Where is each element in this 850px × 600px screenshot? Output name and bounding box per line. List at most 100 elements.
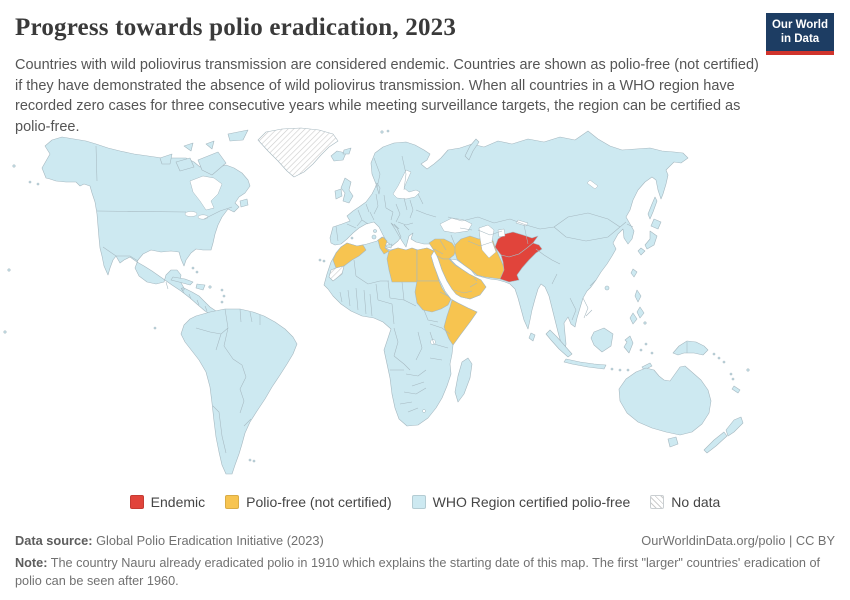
region-western-sahara[interactable] xyxy=(328,265,345,282)
caribbean-island[interactable] xyxy=(220,288,224,292)
region-sumatra[interactable] xyxy=(545,329,573,358)
pacific-island[interactable] xyxy=(12,164,16,168)
mediterranean-island[interactable] xyxy=(350,236,354,240)
maluku-island[interactable] xyxy=(650,351,654,355)
arctic-island[interactable] xyxy=(175,157,195,172)
region-new-zealand-north[interactable] xyxy=(725,416,744,437)
caribbean-island[interactable] xyxy=(208,285,212,289)
region-south-america[interactable] xyxy=(180,308,298,475)
region-new-zealand-south[interactable] xyxy=(703,431,728,454)
pacific-island[interactable] xyxy=(28,180,32,184)
lake-victoria xyxy=(430,339,436,345)
pacific-island[interactable] xyxy=(36,182,40,186)
vanuatu-island[interactable] xyxy=(729,372,733,376)
region-new-guinea[interactable] xyxy=(672,340,709,356)
svalbard[interactable] xyxy=(386,129,390,133)
arctic-island[interactable] xyxy=(227,129,249,142)
owid-logo[interactable]: Our World in Data xyxy=(766,13,834,55)
falkland-island[interactable] xyxy=(248,458,252,462)
legend-swatch-endemic xyxy=(129,495,144,509)
lesser-sunda[interactable] xyxy=(626,368,630,372)
arctic-island[interactable] xyxy=(159,153,173,165)
lesser-sunda[interactable] xyxy=(610,367,614,371)
region-hispaniola[interactable] xyxy=(195,283,206,291)
caribbean-island[interactable] xyxy=(191,266,195,270)
region-tasmania[interactable] xyxy=(667,436,679,448)
greenland-islet[interactable] xyxy=(342,147,352,155)
page-title: Progress towards polio eradication, 2023 xyxy=(15,14,457,41)
region-philippines[interactable] xyxy=(636,306,645,319)
canary-island[interactable] xyxy=(318,258,322,262)
pacific-island[interactable] xyxy=(7,268,11,272)
status-countries-layer xyxy=(328,231,543,346)
region-sakhalin[interactable] xyxy=(647,196,658,220)
region-japan-honshu[interactable] xyxy=(644,230,658,250)
region-pakistan[interactable] xyxy=(499,242,543,283)
region-sudan[interactable] xyxy=(414,280,452,313)
mediterranean-island[interactable] xyxy=(371,234,377,240)
caribbean-island[interactable] xyxy=(222,294,226,298)
owid-credit-link[interactable]: OurWorldinData.org/polio | CC BY xyxy=(641,533,835,548)
region-syria-jordan-iraq[interactable] xyxy=(428,238,457,260)
region-ireland[interactable] xyxy=(334,188,343,200)
solomon-island[interactable] xyxy=(717,356,721,360)
region-philippines[interactable] xyxy=(634,289,642,303)
region-uk[interactable] xyxy=(340,177,354,204)
region-sulawesi[interactable] xyxy=(623,335,634,354)
region-taiwan[interactable] xyxy=(630,268,638,278)
aral-sea xyxy=(497,228,506,238)
vanuatu-island[interactable] xyxy=(731,377,735,381)
region-java[interactable] xyxy=(563,358,607,370)
region-morocco[interactable] xyxy=(332,242,367,269)
land-layer xyxy=(3,127,750,475)
arctic-island[interactable] xyxy=(205,140,215,150)
region-greenland[interactable] xyxy=(257,127,339,178)
region-madagascar[interactable] xyxy=(454,357,473,403)
region-arabian-peninsula[interactable] xyxy=(436,255,487,300)
fiji-island[interactable] xyxy=(746,368,750,372)
canary-island[interactable] xyxy=(322,259,326,263)
svalbard[interactable] xyxy=(380,130,384,134)
chart-subtitle: Countries with wild poliovirus transmiss… xyxy=(15,57,759,135)
legend-swatch-polio-free xyxy=(225,495,240,509)
legend-item-no-data[interactable]: No data xyxy=(650,494,720,510)
region-philippines[interactable] xyxy=(643,321,647,325)
region-hainan[interactable] xyxy=(604,285,610,291)
region-sri-lanka[interactable] xyxy=(528,332,536,342)
pacific-island[interactable] xyxy=(3,330,7,334)
lesotho xyxy=(422,409,426,413)
legend-item-endemic[interactable]: Endemic xyxy=(129,494,206,510)
falkland-island[interactable] xyxy=(252,459,256,463)
caribbean-island[interactable] xyxy=(195,270,199,274)
caribbean-island[interactable] xyxy=(220,300,224,304)
mediterranean-island[interactable] xyxy=(373,229,377,233)
galapagos[interactable] xyxy=(153,326,157,330)
legend-item-polio-free[interactable]: Polio-free (not certified) xyxy=(225,494,392,510)
legend-item-certified[interactable]: WHO Region certified polio-free xyxy=(411,494,630,510)
solomon-island[interactable] xyxy=(712,352,716,356)
arctic-island[interactable] xyxy=(197,151,227,176)
owid-logo-line1: Our World xyxy=(771,19,828,31)
region-japan-kyushu[interactable] xyxy=(637,247,646,256)
region-australia[interactable] xyxy=(618,365,712,436)
region-novaya-zemlya[interactable] xyxy=(464,138,480,161)
arctic-island[interactable] xyxy=(183,142,194,152)
region-japan-hokkaido[interactable] xyxy=(650,218,662,230)
region-borneo[interactable] xyxy=(590,327,614,353)
solomon-island[interactable] xyxy=(722,360,726,364)
region-philippines[interactable] xyxy=(629,312,638,325)
region-cuba[interactable] xyxy=(170,276,194,286)
region-somalia[interactable] xyxy=(443,299,478,346)
maluku-island[interactable] xyxy=(639,348,643,352)
region-newfoundland[interactable] xyxy=(239,198,249,208)
region-tunisia[interactable] xyxy=(377,236,390,255)
world-map[interactable] xyxy=(0,123,850,487)
region-new-caledonia[interactable] xyxy=(731,385,741,394)
maluku-island[interactable] xyxy=(644,342,648,346)
lesser-sunda[interactable] xyxy=(618,368,622,372)
legend-label-endemic: Endemic xyxy=(150,494,206,510)
region-sicily[interactable] xyxy=(385,243,393,249)
region-iceland[interactable] xyxy=(330,150,347,162)
region-libya[interactable] xyxy=(386,247,418,283)
